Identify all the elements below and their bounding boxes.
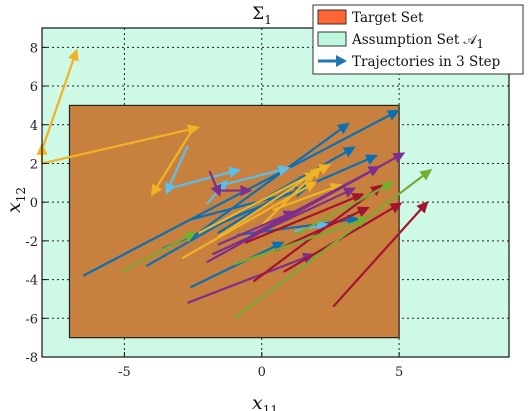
trajectory-line bbox=[217, 212, 290, 246]
trajectory-line bbox=[260, 170, 318, 227]
trajectory-marker bbox=[240, 184, 253, 197]
legend-marker-trajectories bbox=[336, 55, 347, 67]
trajectory-marker bbox=[304, 181, 318, 193]
plot-frame bbox=[41, 27, 510, 358]
trajectory-marker bbox=[309, 166, 322, 179]
trajectory-line bbox=[198, 166, 326, 235]
trajectory-line bbox=[272, 185, 337, 211]
trajectory-line bbox=[233, 218, 364, 266]
trajectory-line bbox=[82, 112, 395, 277]
trajectory-marker bbox=[165, 181, 176, 196]
y-tick-label: 0 bbox=[30, 196, 38, 211]
trajectory-marker bbox=[187, 124, 200, 136]
trajectory-marker bbox=[356, 206, 370, 218]
trajectory-marker bbox=[336, 122, 350, 135]
trajectory-marker bbox=[150, 183, 162, 197]
trajectory-marker bbox=[364, 154, 379, 165]
x-tick-label: 0 bbox=[258, 365, 266, 380]
chart-title: Σ1 bbox=[252, 4, 272, 27]
legend-label-trajectories: Trajectories in 3 Step bbox=[352, 54, 500, 70]
x-tick-label: 5 bbox=[395, 365, 403, 380]
trajectory-line bbox=[294, 183, 389, 237]
trajectory-marker bbox=[356, 215, 370, 227]
trajectory-marker bbox=[351, 192, 365, 204]
trajectory-line bbox=[187, 255, 309, 304]
legend-box bbox=[312, 4, 524, 75]
x-tick-label: -5 bbox=[118, 365, 131, 380]
trajectory-line bbox=[189, 243, 279, 289]
legend-swatch-target-set bbox=[317, 9, 347, 25]
trajectory-marker bbox=[210, 183, 222, 197]
trajectory-marker bbox=[389, 202, 403, 214]
y-tick-label: -6 bbox=[25, 312, 38, 327]
trajectory-marker bbox=[392, 152, 406, 164]
y-tick-label: -2 bbox=[25, 235, 38, 250]
trajectory-marker bbox=[228, 166, 242, 178]
y-tick-label: 6 bbox=[30, 80, 38, 95]
trajectory-line bbox=[189, 125, 345, 240]
legend-swatch-assumption-set bbox=[317, 31, 347, 47]
y-tick-label: 4 bbox=[30, 119, 38, 134]
trajectory-line bbox=[250, 168, 375, 237]
y-tick-label: -8 bbox=[25, 351, 38, 366]
trajectory-marker bbox=[419, 168, 433, 181]
trajectory-marker bbox=[386, 109, 400, 121]
legend-label-assumption-set: Assumption Set 𝒜1 bbox=[351, 32, 484, 51]
legend: Target Set Assumption Set 𝒜1 Trajectorie… bbox=[312, 4, 524, 75]
trajectory-marker bbox=[183, 231, 197, 243]
trajectory-line bbox=[217, 174, 312, 238]
trajectory-marker bbox=[367, 165, 381, 177]
trajectory-line bbox=[211, 189, 351, 256]
trajectory-line bbox=[332, 205, 425, 308]
x-axis-label: x11 bbox=[252, 392, 278, 411]
y-axis-label: x12 bbox=[3, 187, 28, 213]
trajectory-marker bbox=[342, 146, 356, 158]
trajectory-line bbox=[244, 195, 359, 244]
trajectory-marker bbox=[342, 187, 357, 198]
trajectory-marker bbox=[282, 210, 296, 221]
trajectory-line bbox=[233, 172, 428, 320]
trajectory-marker bbox=[381, 181, 395, 193]
trajectory-line bbox=[121, 234, 191, 273]
trajectory-marker bbox=[68, 48, 79, 62]
y-tick-label: 2 bbox=[30, 157, 38, 172]
trajectory-marker bbox=[318, 164, 332, 175]
legend-label-target-set: Target Set bbox=[352, 10, 424, 26]
y-tick-label: 8 bbox=[30, 41, 38, 56]
trajectory-marker bbox=[416, 200, 429, 214]
trajectory-marker bbox=[277, 165, 291, 176]
y-tick-label: -4 bbox=[25, 274, 38, 289]
trajectory-marker bbox=[271, 241, 285, 252]
